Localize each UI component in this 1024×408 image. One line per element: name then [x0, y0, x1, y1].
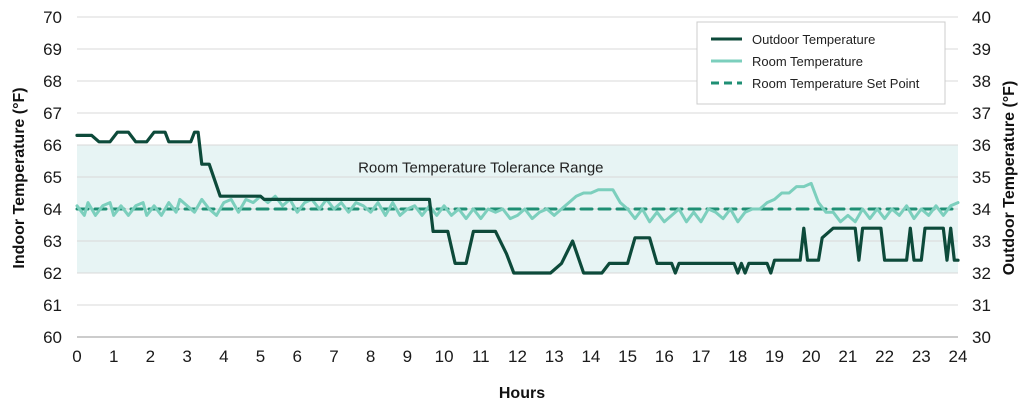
x-tick-label: 1 — [109, 347, 118, 366]
legend: Outdoor Temperature Room Temperature Roo… — [696, 21, 946, 105]
x-tick-label: 0 — [72, 347, 81, 366]
x-tick-label: 14 — [581, 347, 600, 366]
y-right-tick-label: 34 — [972, 200, 991, 219]
legend-box — [696, 21, 946, 105]
y-right-tick-label: 40 — [972, 8, 991, 27]
y-right-tick-label: 38 — [972, 72, 991, 91]
x-tick-label: 4 — [219, 347, 228, 366]
x-tick-label: 23 — [912, 347, 931, 366]
x-axis-title: Hours — [499, 385, 545, 402]
x-tick-label: 17 — [692, 347, 711, 366]
x-tick-label: 18 — [728, 347, 747, 366]
series-line-outdoor-temperature — [75, 130, 960, 275]
y-left-tick-label: 70 — [43, 8, 62, 27]
y-left-tick-label: 65 — [43, 168, 62, 187]
x-tick-label: 15 — [618, 347, 637, 366]
x-tick-label: 13 — [545, 347, 564, 366]
x-tick-label: 24 — [949, 347, 968, 366]
y-right-tick-label: 33 — [972, 232, 991, 251]
x-tick-label: 12 — [508, 347, 527, 366]
y-right-tick-label: 32 — [972, 264, 991, 283]
right-axis-title: Outdoor Temperature (°F) — [1001, 81, 1018, 276]
x-tick-label: 2 — [146, 347, 155, 366]
y-right-tick-label: 39 — [972, 40, 991, 59]
y-left-tick-label: 67 — [43, 104, 62, 123]
y-right-tick-label: 35 — [972, 168, 991, 187]
y-left-tick-label: 61 — [43, 296, 62, 315]
y-left-tick-label: 68 — [43, 72, 62, 91]
x-tick-label: 9 — [403, 347, 412, 366]
x-tick-label: 22 — [875, 347, 894, 366]
y-left-tick-label: 69 — [43, 40, 62, 59]
x-tick-label: 5 — [256, 347, 265, 366]
legend-label-outdoor: Outdoor Temperature — [752, 32, 875, 47]
y-left-tick-label: 60 — [43, 328, 62, 347]
y-left-tick-label: 64 — [43, 200, 62, 219]
y-right-tick-label: 36 — [972, 136, 991, 155]
y-left-tick-label: 66 — [43, 136, 62, 155]
legend-label-setpoint: Room Temperature Set Point — [752, 76, 920, 91]
tolerance-band-label: Room Temperature Tolerance Range — [358, 159, 603, 176]
x-tick-label: 19 — [765, 347, 784, 366]
x-tick-label: 6 — [293, 347, 302, 366]
y-left-tick-label: 63 — [43, 232, 62, 251]
x-tick-label: 3 — [182, 347, 191, 366]
axis-layer: 6061626364656667686970303132333435363738… — [43, 8, 991, 366]
left-axis-title: Indoor Temperature (°F) — [11, 87, 28, 268]
x-tick-label: 16 — [655, 347, 674, 366]
x-tick-label: 11 — [472, 347, 490, 366]
y-right-tick-label: 37 — [972, 104, 991, 123]
y-left-tick-label: 62 — [43, 264, 62, 283]
y-right-tick-label: 30 — [972, 328, 991, 347]
x-tick-label: 21 — [838, 347, 857, 366]
x-tick-label: 20 — [802, 347, 821, 366]
x-tick-label: 10 — [435, 347, 454, 366]
y-right-tick-label: 31 — [972, 296, 991, 315]
series-layer — [75, 130, 960, 275]
legend-label-room: Room Temperature — [752, 54, 863, 69]
x-tick-label: 7 — [329, 347, 338, 366]
x-tick-label: 8 — [366, 347, 375, 366]
series-line-room-temperature — [75, 181, 960, 224]
